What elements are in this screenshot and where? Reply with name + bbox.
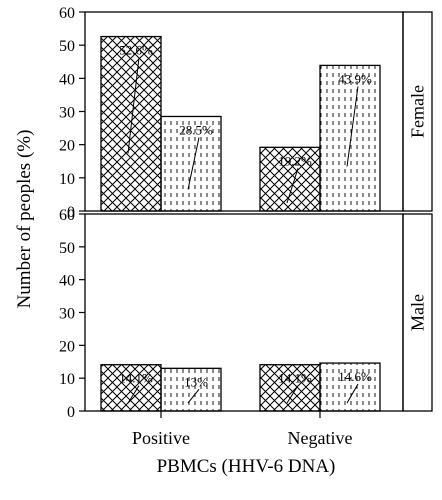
facet-female: Female 0 10 20 30 40 50 60 52.6% 19.2% 28.5% 43.9% [59, 5, 433, 221]
bar-negative-crosshatch [259, 146, 321, 212]
y-tick-label: 60 [59, 207, 75, 224]
y-tick-label: 20 [59, 138, 75, 155]
strip-box [402, 11, 433, 212]
bar-positive-crosshatch [100, 364, 162, 412]
leader-line [286, 168, 299, 204]
x-tick-label: Positive [132, 428, 190, 448]
bar-negative-dashes [319, 64, 381, 212]
strip-label: Female [408, 85, 428, 138]
data-label: 14.1% [119, 371, 153, 386]
bar-positive-dashes [160, 115, 222, 212]
bar-positive-dashes [160, 367, 222, 412]
data-label: 14.6% [338, 369, 372, 384]
y-tick-label: 50 [59, 240, 75, 257]
y-tick-label: 20 [59, 338, 75, 355]
y-tick-label: 40 [59, 273, 75, 290]
data-label: 19.2% [278, 153, 312, 168]
facet-male: Male 0 10 20 30 40 50 60 14.1% 14.1% 13% 14.6% [59, 207, 433, 421]
strip-label: Male [408, 294, 428, 331]
leader-line [187, 389, 200, 404]
x-tick-label: Negative [288, 428, 353, 448]
y-tick-label: 0 [67, 404, 75, 421]
data-label: 43.9% [338, 71, 372, 86]
leader-line [187, 137, 200, 190]
y-tick-label: 10 [59, 371, 75, 388]
y-tick-label: 60 [59, 5, 75, 22]
y-tick-label: 50 [59, 38, 75, 55]
y-tick-label: 40 [59, 71, 75, 88]
leader-line [346, 86, 359, 167]
data-label: 52.6% [119, 43, 153, 58]
leader-line [127, 385, 140, 404]
leader-line [127, 57, 140, 154]
y-axis-title: Number of peoples (%) [14, 130, 35, 309]
x-axis-title: PBMCs (HHV-6 DNA) [157, 456, 336, 477]
leader-line [346, 383, 359, 404]
y-tick-label: 10 [59, 171, 75, 188]
data-label: 28.5% [179, 122, 213, 137]
bar-negative-dashes [319, 362, 381, 412]
bar-negative-crosshatch [259, 364, 321, 412]
y-tick-label: 30 [59, 306, 75, 323]
y-tick-label: 30 [59, 105, 75, 122]
strip-box [402, 213, 433, 412]
data-label: 13% [184, 374, 208, 389]
y-tick-label: 0 [67, 204, 75, 221]
leader-line [286, 385, 299, 404]
data-label: 14.1% [278, 371, 312, 386]
